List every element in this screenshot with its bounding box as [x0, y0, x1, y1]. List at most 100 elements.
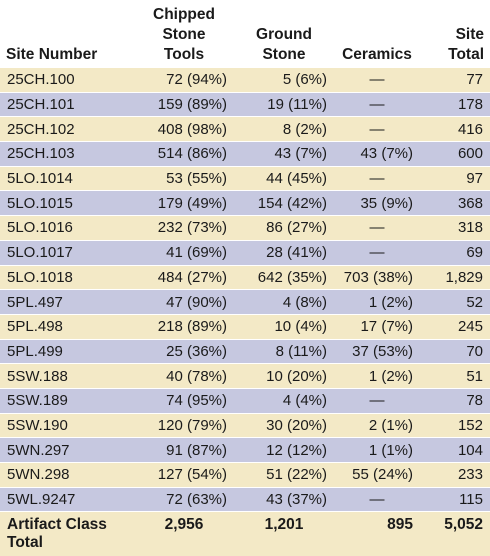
cell-chipped-stone-tools: 91 (87%): [134, 437, 234, 463]
table-row: 5WL.9247 72 (63%) 43 (37%) —115: [0, 487, 490, 513]
header-row: Site Number Chipped Stone Tools Ground S…: [0, 0, 490, 68]
cell-ceramics: —: [334, 388, 420, 414]
table-row: 25CH.100 72 (94%) 5 (6%) —77: [0, 68, 490, 93]
cell-site-number: 5PL.498: [0, 314, 134, 340]
cell-ceramics: —: [334, 116, 420, 143]
cell-site-number: 5SW.190: [0, 413, 134, 439]
header-ceramics: Ceramics: [334, 0, 420, 68]
cell-site-total: 245: [420, 314, 490, 340]
table-row: 5LO.1015 179 (49%) 154 (42%) 35 (9%) 368: [0, 190, 490, 217]
total-ceramics: 895: [334, 511, 420, 556]
cell-site-total: 152: [420, 413, 490, 439]
cell-site-total: 97: [420, 166, 490, 192]
cell-site-total: 233: [420, 462, 490, 488]
cell-ceramics: —: [334, 92, 420, 118]
cell-site-number: 5LO.1014: [0, 166, 134, 192]
cell-chipped-stone-tools: 25 (36%): [134, 339, 234, 365]
header-chipped-line1: Chipped: [153, 6, 215, 23]
cell-site-total: 52: [420, 289, 490, 315]
cell-chipped-stone-tools: 179 (49%): [134, 190, 234, 217]
cell-site-total: 104: [420, 437, 490, 463]
table-row: 25CH.101 159 (89%) 19 (11%) —178: [0, 92, 490, 118]
cell-chipped-stone-tools: 484 (27%): [134, 265, 234, 291]
header-chipped-stone-tools: Chipped Stone Tools: [134, 0, 234, 68]
cell-chipped-stone-tools: 72 (63%): [134, 487, 234, 513]
cell-ground-stone: 19 (11%): [234, 92, 334, 118]
cell-site-total: 77: [420, 68, 490, 93]
cell-ceramics: 703 (38%): [334, 265, 420, 291]
cell-site-total: 368: [420, 190, 490, 217]
cell-site-number: 5PL.497: [0, 289, 134, 315]
cell-ground-stone: 8 (11%): [234, 339, 334, 365]
header-ground-line1: Ground: [256, 26, 312, 43]
cell-ground-stone: 4 (4%): [234, 388, 334, 414]
cell-ceramics: 1 (2%): [334, 363, 420, 389]
header-ceramics-label: Ceramics: [342, 46, 412, 63]
cell-chipped-stone-tools: 218 (89%): [134, 314, 234, 340]
cell-site-total: 178: [420, 92, 490, 118]
cell-chipped-stone-tools: 72 (94%): [134, 68, 234, 93]
cell-ground-stone: 43 (37%): [234, 487, 334, 513]
cell-ground-stone: 5 (6%): [234, 68, 334, 93]
cell-site-total: 78: [420, 388, 490, 414]
cell-ceramics: 1 (2%): [334, 289, 420, 315]
total-row: Artifact Class Total 2,956 1,201 895 5,0…: [0, 511, 490, 556]
header-site-number: Site Number: [0, 0, 134, 68]
cell-chipped-stone-tools: 514 (86%): [134, 141, 234, 167]
cell-ceramics: —: [334, 68, 420, 93]
cell-site-total: 318: [420, 215, 490, 241]
header-chipped-line3: Tools: [163, 46, 205, 63]
cell-site-number: 25CH.100: [0, 68, 134, 93]
cell-ceramics: —: [334, 487, 420, 513]
cell-site-total: 416: [420, 116, 490, 143]
cell-chipped-stone-tools: 120 (79%): [134, 413, 234, 439]
cell-site-total: 1,829: [420, 265, 490, 291]
table-row: 5SW.188 40 (78%) 10 (20%) 1 (2%) 51: [0, 363, 490, 389]
cell-chipped-stone-tools: 232 (73%): [134, 215, 234, 241]
table-row: 5PL.498 218 (89%) 10 (4%) 17 (7%) 245: [0, 314, 490, 340]
cell-ground-stone: 43 (7%): [234, 141, 334, 167]
cell-ceramics: —: [334, 215, 420, 241]
table-row: 5WN.298 127 (54%) 51 (22%) 55 (24%) 233: [0, 462, 490, 488]
cell-ceramics: 37 (53%): [334, 339, 420, 365]
table-row: 25CH.103 514 (86%) 43 (7%) 43 (7%) 600: [0, 141, 490, 167]
table-row: 5PL.499 25 (36%) 8 (11%) 37 (53%) 70: [0, 339, 490, 365]
cell-site-total: 600: [420, 141, 490, 167]
table-row: 5PL.497 47 (90%) 4 (8%) 1 (2%) 52: [0, 289, 490, 315]
cell-ceramics: 17 (7%): [334, 314, 420, 340]
cell-ground-stone: 10 (4%): [234, 314, 334, 340]
table-row: 5LO.1017 41 (69%) 28 (41%) —69: [0, 240, 490, 266]
cell-ground-stone: 86 (27%): [234, 215, 334, 241]
total-chipped: 2,956: [134, 511, 234, 556]
cell-ground-stone: 8 (2%): [234, 116, 334, 143]
cell-ground-stone: 30 (20%): [234, 413, 334, 439]
table-row: 5LO.1018 484 (27%) 642 (35%) 703 (38%) 1,829: [0, 265, 490, 291]
header-site-label: Site Number: [6, 46, 98, 63]
cell-ceramics: 1 (1%): [334, 437, 420, 463]
table-row: 5LO.1016 232 (73%) 86 (27%) —318: [0, 215, 490, 241]
cell-site-number: 5PL.499: [0, 339, 134, 365]
header-total-line1: Site: [455, 26, 484, 43]
cell-site-number: 5SW.188: [0, 363, 134, 389]
total-label: Artifact Class Total: [0, 511, 134, 556]
cell-site-number: 5LO.1018: [0, 265, 134, 291]
header-site-total: Site Total: [420, 0, 490, 68]
cell-ceramics: 2 (1%): [334, 413, 420, 439]
header-ground-stone: Ground Stone: [234, 0, 334, 68]
cell-site-number: 5WN.297: [0, 437, 134, 463]
cell-ceramics: 43 (7%): [334, 141, 420, 167]
cell-ceramics: 55 (24%): [334, 462, 420, 488]
cell-ceramics: —: [334, 240, 420, 266]
total-label-line2: Total: [7, 534, 43, 552]
cell-site-total: 51: [420, 363, 490, 389]
cell-chipped-stone-tools: 127 (54%): [134, 462, 234, 488]
table-row: 5SW.190 120 (79%) 30 (20%) 2 (1%) 152: [0, 413, 490, 439]
cell-ground-stone: 154 (42%): [234, 190, 334, 217]
cell-ground-stone: 51 (22%): [234, 462, 334, 488]
cell-ground-stone: 44 (45%): [234, 166, 334, 192]
table-row: 5LO.1014 53 (55%) 44 (45%) —97: [0, 166, 490, 192]
table-row: 25CH.102 408 (98%) 8 (2%) —416: [0, 116, 490, 143]
header-chipped-line2: Stone: [162, 26, 206, 43]
cell-chipped-stone-tools: 159 (89%): [134, 92, 234, 118]
cell-chipped-stone-tools: 53 (55%): [134, 166, 234, 192]
